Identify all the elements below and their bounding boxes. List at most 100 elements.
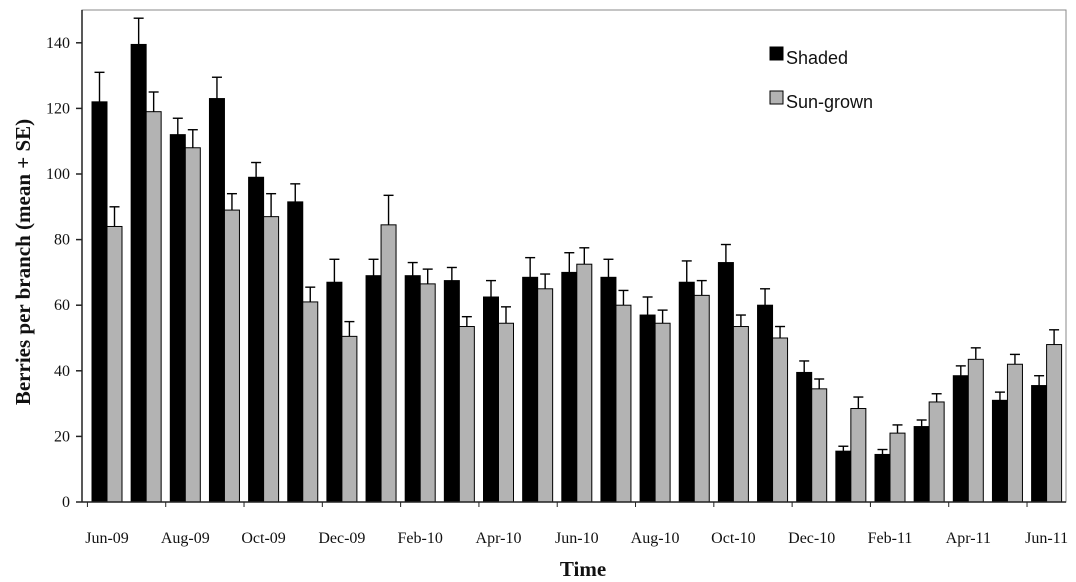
error-bar bbox=[814, 378, 825, 389]
bar-sun-grown bbox=[1006, 363, 1023, 503]
x-tick-label: Feb-10 bbox=[398, 530, 443, 547]
error-bar bbox=[970, 347, 981, 360]
bar-sun-grown bbox=[106, 225, 123, 503]
error-bar bbox=[642, 296, 653, 316]
error-bar bbox=[486, 279, 496, 297]
error-bar bbox=[603, 258, 614, 278]
bar-sun-grown bbox=[811, 388, 828, 503]
error-bar bbox=[955, 365, 966, 376]
bar-shaded bbox=[835, 450, 852, 503]
bar-shaded bbox=[1031, 385, 1048, 503]
bar-sun-grown bbox=[654, 322, 671, 503]
bar-shaded bbox=[522, 276, 539, 503]
bar-shaded bbox=[678, 281, 695, 503]
error-bar bbox=[305, 286, 316, 302]
x-tick-label: Dec-09 bbox=[318, 530, 365, 547]
x-axis: Jun-09 Aug-09 Oct-09 Dec-09 Feb-10 Apr-10 Jun-… bbox=[82, 501, 1068, 547]
error-bar bbox=[1049, 329, 1060, 345]
error-bar bbox=[916, 419, 927, 427]
bar-shaded bbox=[717, 262, 734, 503]
bar-sun-grown bbox=[928, 401, 945, 503]
bar-sun-grown bbox=[772, 337, 789, 503]
error-bar bbox=[579, 247, 590, 265]
error-bar bbox=[681, 260, 692, 283]
bar-sun-grown bbox=[693, 294, 710, 503]
error-bar bbox=[329, 258, 340, 283]
bar-shaded bbox=[169, 134, 186, 503]
bar-sun-grown bbox=[380, 224, 397, 503]
bar-sun-grown bbox=[615, 304, 632, 503]
bar-sun-grown bbox=[498, 322, 514, 503]
y-tick-label: 20 bbox=[54, 428, 70, 445]
bars-group bbox=[91, 17, 1063, 503]
error-bar bbox=[775, 325, 786, 338]
error-bar bbox=[251, 161, 262, 178]
x-tick-label: Oct-10 bbox=[711, 530, 755, 547]
bar-shaded bbox=[130, 43, 147, 503]
bar-shaded bbox=[443, 280, 460, 503]
y-tick-label: 80 bbox=[54, 232, 70, 249]
error-bar bbox=[211, 76, 222, 99]
y-axis: 0 20 40 60 80 100 120 140 bbox=[46, 10, 83, 511]
error-bar bbox=[1034, 375, 1045, 386]
error-bar bbox=[368, 258, 379, 276]
error-bar bbox=[187, 129, 198, 148]
error-bar bbox=[696, 279, 707, 296]
bar-sun-grown bbox=[341, 335, 358, 503]
x-tick-label: Jun-11 bbox=[1025, 530, 1068, 547]
x-tick-label: Feb-11 bbox=[868, 530, 913, 547]
error-bar bbox=[109, 206, 120, 227]
error-bar bbox=[422, 268, 433, 284]
bar-sun-grown bbox=[889, 432, 906, 503]
y-axis-title: Berries per branch (mean + SE) bbox=[11, 119, 35, 405]
legend-swatch-shaded bbox=[769, 46, 784, 61]
error-bar bbox=[344, 320, 355, 337]
bar-shaded bbox=[757, 304, 774, 503]
y-tick-label: 60 bbox=[54, 297, 70, 314]
error-bar bbox=[838, 445, 849, 452]
error-bar bbox=[148, 91, 159, 112]
y-tick-label: 100 bbox=[46, 166, 70, 183]
bar-sun-grown bbox=[302, 301, 319, 503]
x-tick-label: Dec-10 bbox=[788, 530, 835, 547]
bar-shaded bbox=[952, 375, 969, 503]
x-axis-title: Time bbox=[560, 557, 606, 581]
error-bar bbox=[735, 314, 746, 327]
bar-shaded bbox=[91, 101, 108, 503]
bar-sun-grown bbox=[419, 283, 436, 503]
y-tick-label: 120 bbox=[46, 100, 70, 117]
x-tick-label: Aug-09 bbox=[161, 530, 210, 547]
error-bar bbox=[383, 194, 394, 225]
error-bar bbox=[407, 261, 418, 276]
bar-shaded bbox=[483, 296, 499, 503]
y-tick-label: 140 bbox=[46, 35, 70, 52]
y-tick-label: 40 bbox=[54, 363, 70, 380]
bar-sun-grown bbox=[184, 147, 201, 503]
bar-sun-grown bbox=[458, 326, 475, 503]
error-bar bbox=[892, 424, 903, 434]
bar-sun-grown bbox=[537, 288, 554, 503]
bar-shaded bbox=[208, 98, 225, 503]
error-bar bbox=[525, 256, 536, 278]
legend-label-shaded: Shaded bbox=[786, 48, 848, 68]
x-tick-label: Oct-09 bbox=[241, 530, 285, 547]
bar-sun-grown bbox=[732, 326, 749, 503]
error-bar bbox=[94, 71, 105, 102]
error-bar bbox=[461, 315, 472, 327]
y-tick-label: 0 bbox=[62, 494, 70, 511]
error-bar bbox=[720, 243, 731, 263]
error-bar bbox=[657, 309, 668, 324]
legend-swatch-sun-grown bbox=[769, 90, 784, 105]
bar-sun-grown bbox=[967, 358, 984, 503]
error-bar bbox=[1009, 353, 1020, 365]
bar-shaded bbox=[796, 371, 813, 503]
error-bar bbox=[446, 266, 457, 281]
legend-label-sun-grown: Sun-grown bbox=[786, 92, 873, 112]
error-bar bbox=[540, 273, 551, 289]
error-bar bbox=[994, 391, 1005, 401]
bar-shaded bbox=[404, 275, 421, 503]
error-bar bbox=[290, 183, 301, 202]
error-bar bbox=[618, 289, 629, 306]
x-tick-label: Jun-10 bbox=[555, 530, 599, 547]
